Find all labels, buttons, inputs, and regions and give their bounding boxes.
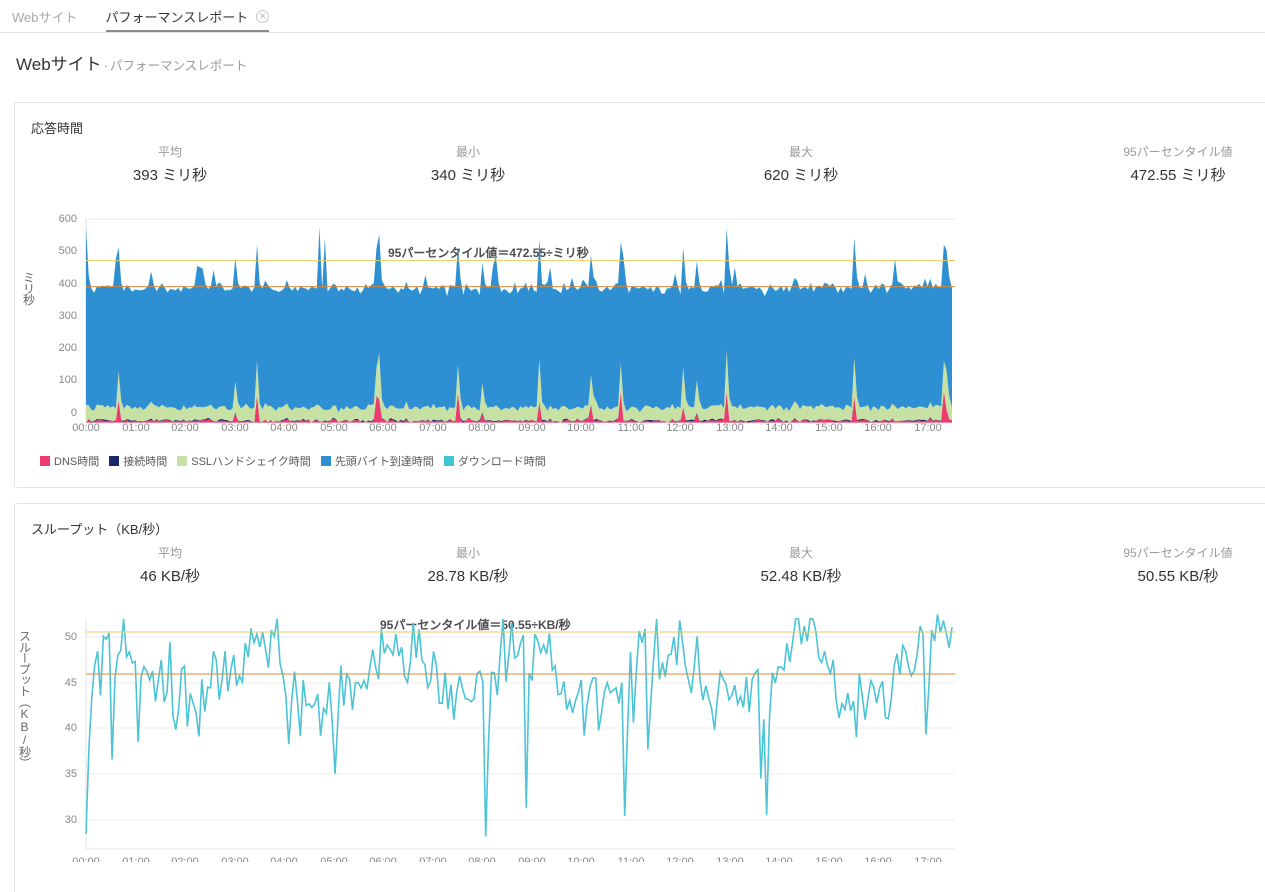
svg-text:05:00: 05:00 <box>320 856 348 862</box>
svg-text:17:00: 17:00 <box>914 856 942 862</box>
svg-text:02:00: 02:00 <box>171 856 199 862</box>
svg-text:11:00: 11:00 <box>618 856 645 862</box>
svg-text:04:00: 04:00 <box>270 856 298 862</box>
svg-text:07:00: 07:00 <box>419 856 447 862</box>
svg-text:03:00: 03:00 <box>221 856 249 862</box>
svg-text:06:00: 06:00 <box>369 856 397 862</box>
svg-text:10:00: 10:00 <box>567 856 595 862</box>
svg-text:15:00: 15:00 <box>815 856 843 862</box>
svg-text:35: 35 <box>65 768 77 780</box>
svg-text:14:00: 14:00 <box>765 856 793 862</box>
svg-text:16:00: 16:00 <box>864 856 892 862</box>
svg-text:01:00: 01:00 <box>122 856 150 862</box>
svg-text:12:00: 12:00 <box>666 856 694 862</box>
svg-text:13:00: 13:00 <box>716 856 744 862</box>
svg-text:08:00: 08:00 <box>468 856 496 862</box>
svg-text:09:00: 09:00 <box>518 856 546 862</box>
svg-text:30: 30 <box>65 814 77 826</box>
svg-text:00:00: 00:00 <box>72 856 100 862</box>
svg-text:45: 45 <box>65 677 77 689</box>
svg-text:50: 50 <box>65 631 77 643</box>
svg-text:40: 40 <box>65 722 77 734</box>
